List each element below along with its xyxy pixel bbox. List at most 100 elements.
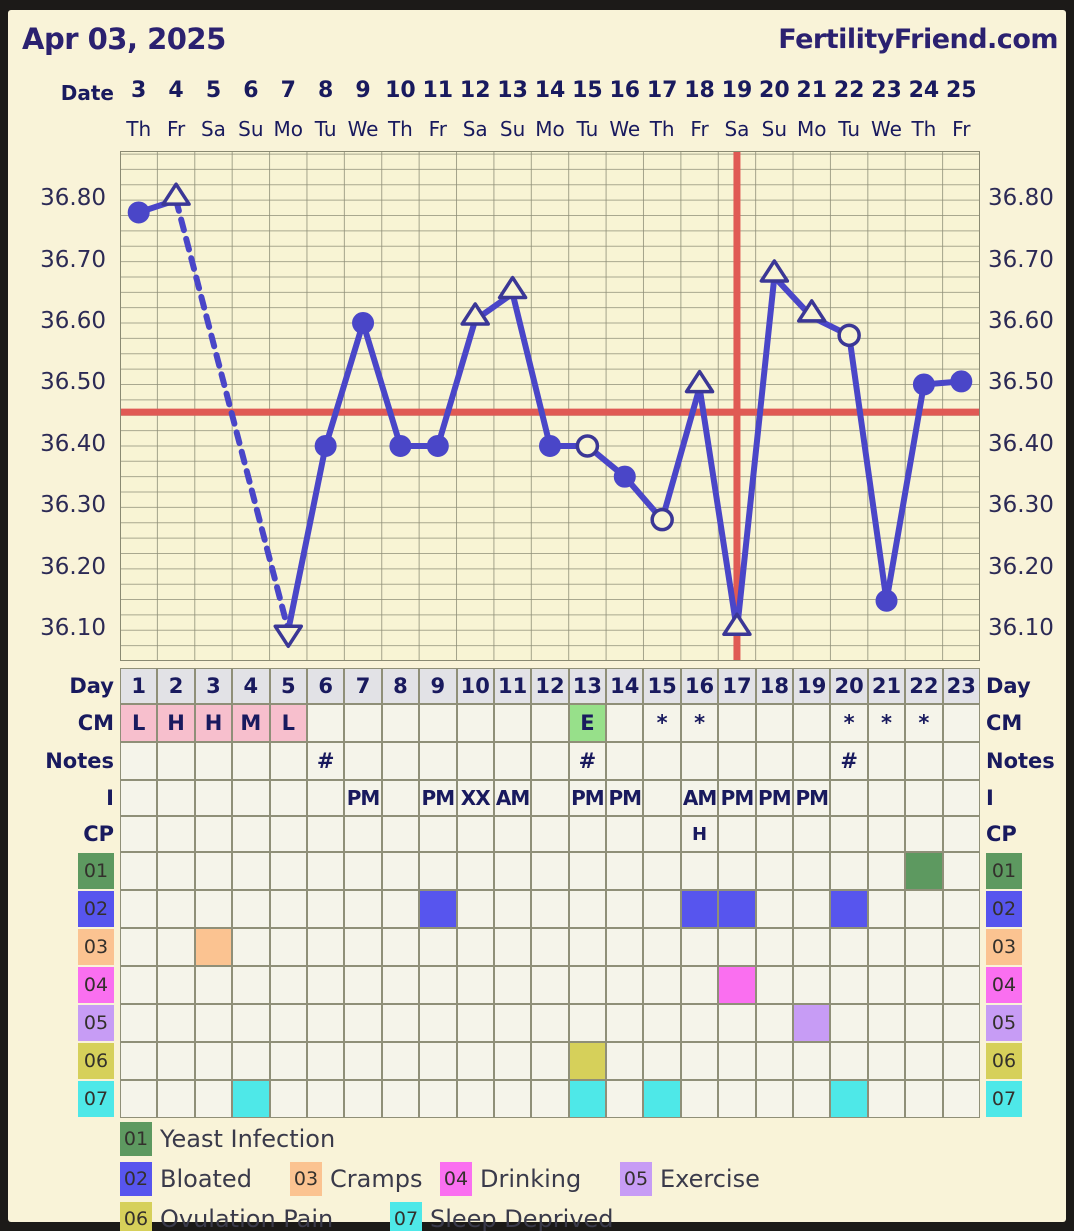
grid-cell-symptom[interactable] bbox=[157, 852, 195, 890]
grid-cell-symptom[interactable] bbox=[905, 928, 943, 966]
grid-cell-cp[interactable] bbox=[606, 816, 644, 852]
temp-point-solid[interactable] bbox=[875, 589, 898, 612]
grid-cell-symptom[interactable] bbox=[867, 890, 906, 928]
grid-cell-symptom[interactable] bbox=[269, 852, 307, 890]
grid-cell-intercourse[interactable] bbox=[306, 780, 345, 816]
grid-cell-symptom[interactable] bbox=[531, 852, 569, 890]
temp-point-open[interactable] bbox=[650, 507, 674, 532]
grid-cell-symptom[interactable] bbox=[793, 890, 831, 928]
grid-cell-day[interactable]: 2 bbox=[157, 668, 195, 704]
grid-cell-symptom[interactable] bbox=[306, 928, 345, 966]
grid-cell-symptom[interactable] bbox=[306, 966, 345, 1004]
grid-cell-notes[interactable] bbox=[718, 742, 756, 780]
grid-cell-symptom[interactable] bbox=[830, 966, 868, 1004]
grid-cell-cp[interactable] bbox=[568, 816, 607, 852]
grid-cell-symptom[interactable] bbox=[456, 966, 494, 1004]
temp-point-discarded-high[interactable] bbox=[796, 299, 827, 323]
grid-cell-symptom[interactable] bbox=[344, 966, 382, 1004]
grid-cell-cm[interactable] bbox=[493, 704, 532, 742]
grid-cell-intercourse[interactable]: PM bbox=[606, 780, 644, 816]
grid-cell-symptom[interactable] bbox=[269, 1080, 307, 1118]
temp-point-discarded-high[interactable] bbox=[460, 302, 490, 326]
grid-cell-notes[interactable] bbox=[867, 742, 906, 780]
grid-cell-cm[interactable]: * bbox=[680, 704, 719, 742]
grid-cell-cp[interactable] bbox=[456, 816, 494, 852]
grid-cell-symptom[interactable] bbox=[419, 1042, 457, 1080]
grid-cell-symptom[interactable] bbox=[269, 966, 307, 1004]
grid-cell-cp[interactable] bbox=[867, 816, 906, 852]
grid-cell-intercourse[interactable]: PM bbox=[344, 780, 382, 816]
grid-cell-day[interactable]: 4 bbox=[232, 668, 270, 704]
grid-cell-day[interactable]: 21 bbox=[867, 668, 906, 704]
grid-cell-cp[interactable] bbox=[905, 816, 943, 852]
grid-cell-cm[interactable] bbox=[606, 704, 644, 742]
grid-cell-symptom[interactable] bbox=[755, 1080, 794, 1118]
grid-cell-symptom[interactable] bbox=[718, 852, 756, 890]
grid-cell-symptom[interactable] bbox=[643, 1004, 681, 1042]
grid-cell-symptom[interactable] bbox=[830, 1080, 868, 1118]
grid-cell-symptom[interactable] bbox=[568, 928, 607, 966]
grid-cell-symptom[interactable] bbox=[942, 966, 980, 1004]
grid-cell-symptom[interactable] bbox=[905, 1042, 943, 1080]
grid-cell-symptom[interactable] bbox=[120, 852, 158, 890]
grid-cell-symptom[interactable] bbox=[942, 1042, 980, 1080]
grid-cell-symptom[interactable] bbox=[419, 966, 457, 1004]
grid-cell-symptom[interactable] bbox=[793, 852, 831, 890]
grid-cell-symptom[interactable] bbox=[493, 1042, 532, 1080]
grid-cell-symptom[interactable] bbox=[232, 1080, 270, 1118]
grid-cell-symptom[interactable] bbox=[568, 1042, 607, 1080]
grid-cell-day[interactable]: 1 bbox=[120, 668, 158, 704]
grid-cell-symptom[interactable] bbox=[381, 928, 420, 966]
grid-cell-intercourse[interactable]: PM bbox=[568, 780, 607, 816]
grid-cell-symptom[interactable] bbox=[755, 890, 794, 928]
grid-cell-symptom[interactable] bbox=[830, 1004, 868, 1042]
temp-point-solid[interactable] bbox=[950, 370, 973, 393]
grid-cell-symptom[interactable] bbox=[606, 1004, 644, 1042]
grid-cell-symptom[interactable] bbox=[194, 928, 233, 966]
grid-cell-symptom[interactable] bbox=[381, 852, 420, 890]
grid-cell-symptom[interactable] bbox=[942, 1080, 980, 1118]
grid-cell-symptom[interactable] bbox=[531, 890, 569, 928]
temp-point-open[interactable] bbox=[837, 323, 861, 348]
grid-cell-symptom[interactable] bbox=[456, 1042, 494, 1080]
grid-cell-symptom[interactable] bbox=[755, 1042, 794, 1080]
grid-cell-symptom[interactable] bbox=[568, 966, 607, 1004]
grid-cell-symptom[interactable] bbox=[793, 966, 831, 1004]
grid-cell-day[interactable]: 5 bbox=[269, 668, 307, 704]
grid-cell-intercourse[interactable]: AM bbox=[680, 780, 719, 816]
grid-cell-symptom[interactable] bbox=[793, 1004, 831, 1042]
grid-cell-symptom[interactable] bbox=[493, 966, 532, 1004]
grid-cell-symptom[interactable] bbox=[344, 1042, 382, 1080]
grid-cell-cp[interactable] bbox=[419, 816, 457, 852]
grid-cell-notes[interactable] bbox=[232, 742, 270, 780]
grid-cell-symptom[interactable] bbox=[381, 1004, 420, 1042]
grid-cell-day[interactable]: 19 bbox=[793, 668, 831, 704]
grid-cell-symptom[interactable] bbox=[232, 1042, 270, 1080]
grid-cell-intercourse[interactable]: PM bbox=[419, 780, 457, 816]
grid-cell-day[interactable]: 12 bbox=[531, 668, 569, 704]
grid-cell-symptom[interactable] bbox=[867, 1080, 906, 1118]
grid-cell-symptom[interactable] bbox=[606, 928, 644, 966]
grid-cell-symptom[interactable] bbox=[120, 1042, 158, 1080]
grid-cell-symptom[interactable] bbox=[718, 966, 756, 1004]
grid-cell-symptom[interactable] bbox=[269, 890, 307, 928]
grid-cell-symptom[interactable] bbox=[568, 852, 607, 890]
grid-cell-intercourse[interactable] bbox=[531, 780, 569, 816]
grid-cell-cm[interactable] bbox=[344, 704, 382, 742]
grid-cell-symptom[interactable] bbox=[643, 852, 681, 890]
grid-cell-symptom[interactable] bbox=[680, 966, 719, 1004]
grid-cell-symptom[interactable] bbox=[344, 852, 382, 890]
grid-cell-notes[interactable] bbox=[755, 742, 794, 780]
grid-cell-cm[interactable] bbox=[381, 704, 420, 742]
grid-cell-symptom[interactable] bbox=[157, 1004, 195, 1042]
temp-point-solid[interactable] bbox=[127, 201, 150, 224]
temp-point-open[interactable] bbox=[575, 434, 600, 458]
grid-cell-symptom[interactable] bbox=[830, 928, 868, 966]
grid-cell-cm[interactable]: L bbox=[269, 704, 307, 742]
grid-cell-symptom[interactable] bbox=[157, 890, 195, 928]
grid-cell-cm[interactable]: * bbox=[867, 704, 906, 742]
grid-cell-symptom[interactable] bbox=[120, 966, 158, 1004]
grid-cell-symptom[interactable] bbox=[306, 852, 345, 890]
grid-cell-symptom[interactable] bbox=[344, 1080, 382, 1118]
grid-cell-symptom[interactable] bbox=[606, 966, 644, 1004]
